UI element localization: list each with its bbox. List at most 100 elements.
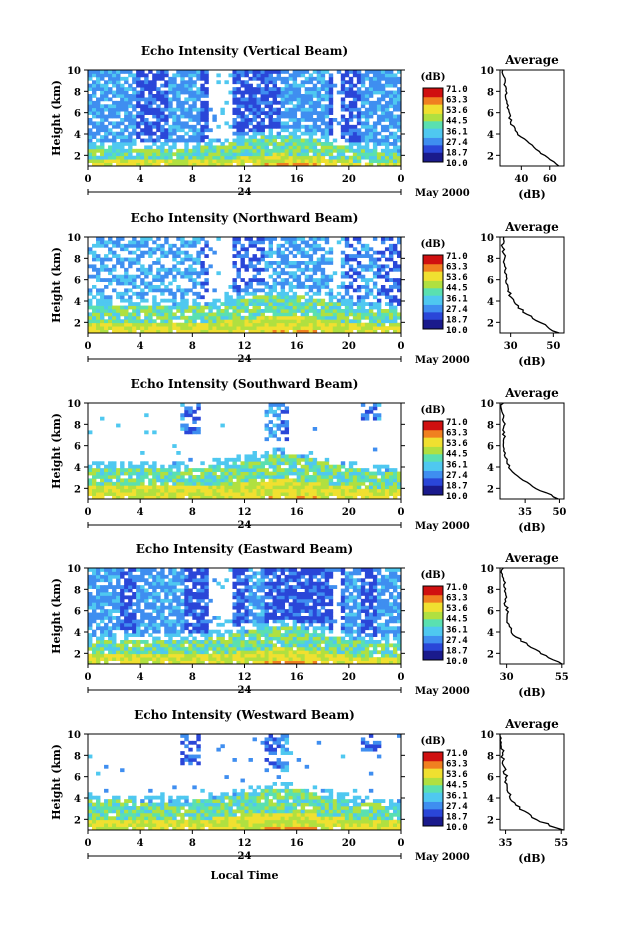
heatmap-cell (324, 302, 330, 306)
heatmap-cell (156, 73, 161, 78)
heatmap-cell (276, 468, 282, 472)
heatmap-cell (176, 602, 181, 607)
heatmap-cell (220, 111, 225, 115)
heatmap-cell (184, 142, 189, 146)
heatmap-cell (324, 495, 330, 500)
heatmap-cell (192, 281, 197, 286)
heatmap-cell (376, 104, 382, 109)
heatmap-cell (264, 111, 269, 115)
heatmap-cell (96, 138, 101, 143)
heatmap-cell (196, 427, 201, 431)
heatmap-cell (268, 264, 273, 269)
heatmap-cell (140, 616, 145, 620)
heatmap-cell (132, 237, 137, 241)
heatmap-cell (360, 90, 366, 95)
heatmap-cell (108, 657, 113, 661)
heatmap-cell (96, 636, 101, 641)
heatmap-cell (156, 571, 161, 576)
heatmap-cell (156, 118, 161, 122)
heatmap-cell (140, 83, 145, 88)
heatmap-cell (96, 468, 101, 472)
heatmap-cell (196, 612, 201, 617)
heatmap-cell (176, 155, 181, 160)
heatmap-cell (148, 315, 153, 320)
heatmap-cell (96, 319, 101, 324)
heatmap-cell (348, 485, 354, 490)
heatmap-cell (248, 155, 253, 160)
heatmap-cell (264, 468, 269, 472)
heatmap-cell (260, 492, 265, 496)
heatmap-cell (176, 468, 181, 472)
heatmap-cell (296, 475, 302, 479)
heatmap-cell (104, 612, 109, 617)
heatmap-cell (176, 451, 181, 455)
heatmap-cell (156, 243, 161, 248)
heatmap-cell (116, 315, 121, 320)
heatmap-cell (136, 464, 141, 469)
heatmap-cell (88, 159, 93, 163)
heatmap-cell (164, 488, 169, 493)
heatmap-cell (132, 240, 137, 245)
x-tick-label: 0 (85, 507, 92, 518)
heatmap-cell (176, 83, 181, 88)
heatmap-cell (164, 616, 169, 620)
heatmap-cell (92, 650, 97, 655)
heatmap-cell (380, 162, 386, 167)
heatmap-cell (148, 646, 153, 651)
heatmap-cell (388, 104, 394, 109)
heatmap-cell (236, 302, 241, 306)
heatmap-cell (384, 114, 390, 119)
heatmap-cell (144, 329, 149, 334)
heatmap-cell (320, 285, 326, 289)
heatmap-cell (356, 237, 362, 241)
heatmap-cell (328, 468, 334, 472)
heatmap-cell (156, 237, 161, 241)
heatmap-cell (184, 124, 189, 129)
heatmap-cell (212, 155, 217, 160)
heatmap-cell (172, 605, 177, 610)
heatmap-cell (248, 243, 253, 248)
heatmap-cell (320, 312, 326, 317)
heatmap-cell (132, 640, 137, 644)
heatmap-cell (280, 114, 286, 119)
heatmap-cell (156, 475, 161, 479)
heatmap-cell (268, 288, 273, 293)
heatmap-cell (132, 622, 137, 627)
heatmap-cell (140, 309, 145, 313)
heatmap-cell (268, 121, 273, 126)
heatmap-cell (216, 148, 221, 153)
heatmap-cell (184, 660, 189, 665)
heatmap-cell (192, 237, 197, 241)
heatmap-cell (168, 464, 173, 469)
heatmap-cell (292, 243, 298, 248)
heatmap-cell (228, 495, 233, 500)
heatmap-cell (152, 278, 157, 282)
heatmap-cell (160, 155, 165, 160)
heatmap-cell (180, 568, 185, 572)
heatmap-cell (108, 598, 113, 603)
heatmap-cell (272, 285, 277, 289)
heatmap-cell (352, 83, 358, 88)
heatmap-cell (164, 471, 169, 476)
heatmap-cell (180, 660, 185, 665)
heatmap-cell (144, 626, 149, 631)
colorbar-step (423, 267, 443, 271)
colorbar-step (423, 88, 443, 91)
colorbar-step (423, 134, 443, 137)
heatmap-cell (300, 326, 306, 330)
heatmap-cell (372, 312, 378, 317)
heatmap-cell (232, 264, 237, 269)
colorbar-level: 10.0 (446, 159, 468, 169)
heatmap-cell (280, 447, 286, 452)
heatmap-cell (92, 145, 97, 150)
heatmap-cell (328, 111, 334, 115)
heatmap-cell (252, 302, 257, 306)
heatmap-cell (104, 478, 109, 483)
heatmap-cell (148, 581, 153, 586)
heatmap-cell (124, 152, 129, 157)
heatmap-cell (176, 94, 181, 98)
heatmap-cell (352, 159, 358, 163)
heatmap-cell (396, 159, 402, 163)
heatmap-cell (224, 322, 229, 327)
heatmap-cell (268, 118, 273, 122)
